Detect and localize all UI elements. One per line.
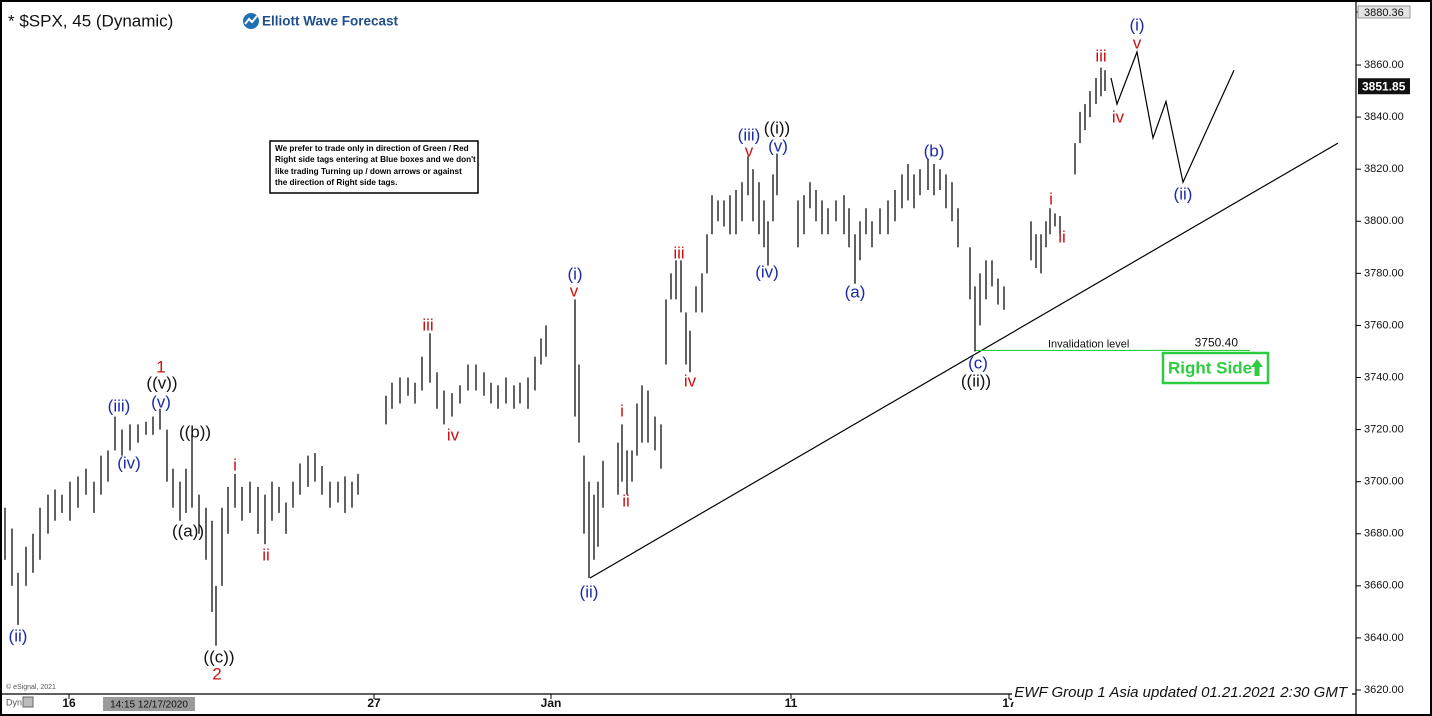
y-tick-label: 3640.00 bbox=[1364, 632, 1404, 644]
footer-bg bbox=[1012, 684, 1352, 702]
wave-label: (c) bbox=[968, 353, 988, 372]
wave-label: iii bbox=[673, 244, 684, 263]
notice-line: Right side tags entering at Blue boxes a… bbox=[275, 155, 476, 164]
copyright: © eSignal, 2021 bbox=[6, 683, 56, 691]
wave-label: v bbox=[570, 282, 579, 301]
wave-label: (ii) bbox=[580, 583, 599, 602]
wave-label: (i) bbox=[567, 264, 582, 283]
wave-label: v bbox=[745, 141, 754, 160]
wave-label: i bbox=[233, 456, 237, 475]
y-tick-label: 3800.00 bbox=[1364, 215, 1404, 227]
notice-line: the direction of Right side tags. bbox=[275, 178, 397, 187]
y-tick-label: 3720.00 bbox=[1364, 423, 1404, 435]
brand-name: Elliott Wave Forecast bbox=[262, 14, 399, 29]
wave-label: (b) bbox=[924, 141, 945, 160]
invalidation-label: Invalidation level bbox=[1048, 338, 1129, 350]
wave-label: ((b)) bbox=[179, 422, 211, 441]
last-price-box bbox=[1358, 78, 1410, 95]
mode-icon bbox=[22, 696, 34, 708]
wave-label: ((ii)) bbox=[961, 371, 991, 390]
y-tick-label: 3760.00 bbox=[1364, 319, 1404, 331]
wave-label: (v) bbox=[768, 137, 788, 156]
wave-label: i bbox=[1049, 189, 1053, 208]
badge-arrow bbox=[1251, 359, 1263, 376]
y-tick-label: 3880.36 bbox=[1364, 7, 1404, 19]
badge-text: Right Side bbox=[1168, 358, 1252, 377]
wave-label: 2 bbox=[212, 664, 221, 683]
cursor-label: 14:15 12/17/2020 bbox=[110, 700, 188, 711]
wave-label: ((i)) bbox=[764, 119, 790, 138]
wave-label: ((v)) bbox=[146, 374, 177, 393]
wave-label: (iii) bbox=[738, 126, 761, 145]
symbol-title: * $SPX, 45 (Dynamic) bbox=[8, 11, 173, 30]
notice-line: We prefer to trade only in direction of … bbox=[275, 144, 469, 153]
y-tick-label: 3820.00 bbox=[1364, 163, 1404, 175]
y-tick-label: 3860.00 bbox=[1364, 59, 1404, 71]
cursor-box bbox=[103, 697, 195, 711]
x-tick-label: 27 bbox=[367, 696, 381, 710]
wave-label: iv bbox=[1112, 107, 1125, 126]
projection-path bbox=[1110, 49, 1235, 185]
wave-label: iii bbox=[422, 315, 433, 334]
wave-label: ii bbox=[1058, 227, 1066, 246]
wave-label: iv bbox=[684, 371, 697, 390]
wave-label: (iv) bbox=[117, 453, 141, 472]
wave-label: ((c)) bbox=[203, 647, 234, 666]
footer: EWF Group 1 Asia updated 01.21.2021 2:30… bbox=[1014, 684, 1349, 701]
y-tick-label: 3680.00 bbox=[1364, 528, 1404, 540]
wave-label: (i) bbox=[1129, 15, 1144, 34]
x-tick-label: 11 bbox=[785, 696, 798, 710]
wave-label: iii bbox=[1095, 46, 1106, 65]
wave-label: ii bbox=[622, 491, 630, 510]
wave-label: (a) bbox=[845, 282, 866, 301]
brand-logo: Elliott Wave Forecast bbox=[243, 13, 399, 29]
wave-label: i bbox=[620, 401, 624, 420]
wave-label: ((a)) bbox=[172, 521, 204, 540]
wave-label: v bbox=[1133, 33, 1142, 52]
y-top-label-box bbox=[1357, 5, 1411, 19]
right-side-badge bbox=[1161, 351, 1270, 385]
wave-label: (ii) bbox=[9, 626, 28, 645]
y-tick-label: 3780.00 bbox=[1364, 267, 1404, 279]
y-tick-label: 3620.00 bbox=[1364, 684, 1404, 696]
x-tick-label: 16 bbox=[62, 696, 76, 710]
wave-label: (iii) bbox=[108, 396, 131, 415]
notice-box bbox=[269, 140, 479, 194]
wave-label: (ii) bbox=[1174, 184, 1193, 203]
wave-label: (v) bbox=[151, 393, 171, 412]
trendline bbox=[589, 142, 1339, 579]
y-tick-label: 3660.00 bbox=[1364, 580, 1404, 592]
y-tick-label: 3840.00 bbox=[1364, 111, 1404, 123]
logo-wave bbox=[244, 15, 258, 25]
y-tick-label: 3740.00 bbox=[1364, 371, 1404, 383]
y-tick-label: 3700.00 bbox=[1364, 476, 1404, 488]
wave-label: (iv) bbox=[755, 263, 779, 282]
invalidation-value: 3750.40 bbox=[1195, 336, 1239, 350]
wave-label: iv bbox=[447, 426, 460, 445]
wave-label: ii bbox=[262, 545, 270, 564]
mode-label: Dyn bbox=[6, 697, 22, 707]
wave-label: 1 bbox=[156, 357, 165, 376]
last-price-label: 3851.85 bbox=[1362, 79, 1406, 93]
notice-line: like trading Turning up / down arrows or… bbox=[275, 167, 462, 176]
x-tick-label: Jan bbox=[541, 696, 562, 710]
